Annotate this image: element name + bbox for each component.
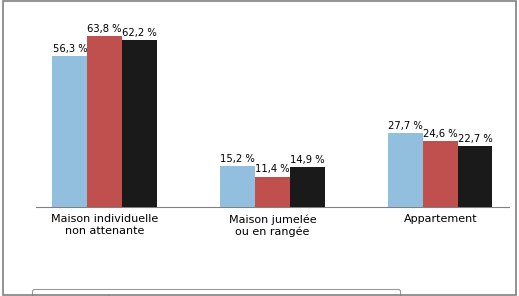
Legend: Incapacité mentale
ou psychologique, Autre incapacité, Aucune incapacité: Incapacité mentale ou psychologique, Aut… xyxy=(32,289,400,296)
Text: 15,2 %: 15,2 % xyxy=(220,154,255,164)
Text: 24,6 %: 24,6 % xyxy=(423,129,458,139)
Text: 56,3 %: 56,3 % xyxy=(52,44,87,54)
Text: 11,4 %: 11,4 % xyxy=(255,165,290,174)
Bar xyxy=(220,166,255,207)
Bar xyxy=(87,36,122,207)
Bar xyxy=(423,141,458,207)
Bar xyxy=(255,177,290,207)
Text: 27,7 %: 27,7 % xyxy=(388,121,423,131)
Bar xyxy=(122,40,157,207)
Text: 22,7 %: 22,7 % xyxy=(458,134,493,144)
Bar xyxy=(458,146,493,207)
Bar xyxy=(388,133,423,207)
Bar xyxy=(290,167,325,207)
Text: 63,8 %: 63,8 % xyxy=(87,24,122,34)
Text: 14,9 %: 14,9 % xyxy=(290,155,324,165)
Bar xyxy=(52,56,87,207)
Text: 62,2 %: 62,2 % xyxy=(122,28,157,38)
